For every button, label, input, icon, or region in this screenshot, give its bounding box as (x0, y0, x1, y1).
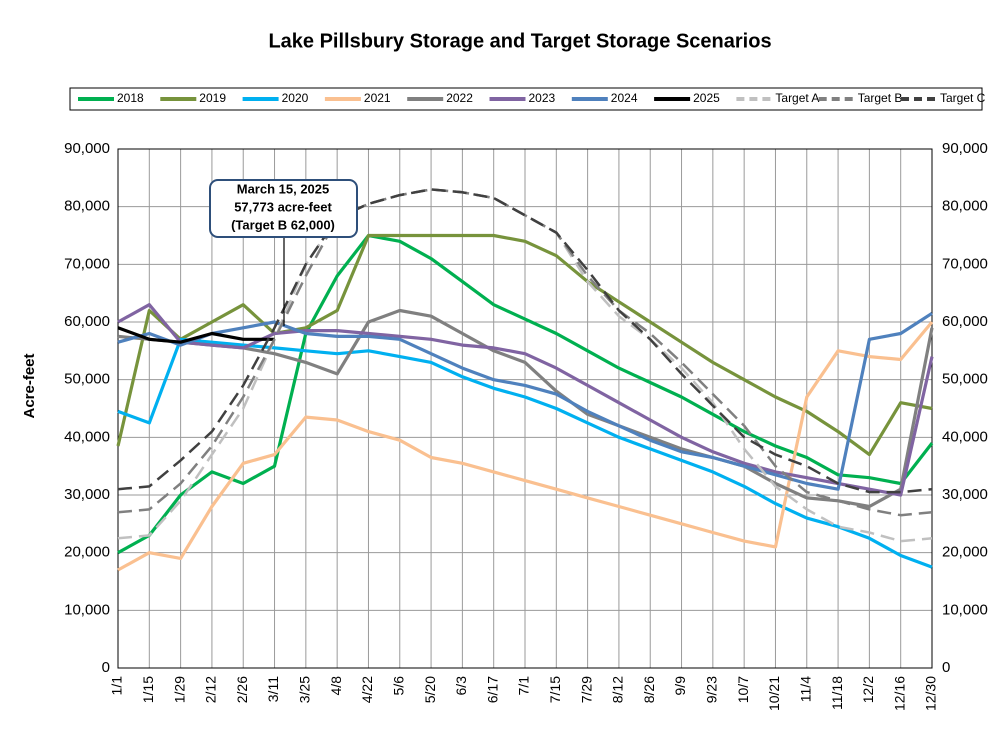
x-tick-label: 10/21 (766, 676, 782, 711)
plot: 0 0 10,000 10,000 20,000 20,000 30,000 30,000 40… (64, 140, 988, 711)
x-tick-label: 1/15 (140, 676, 156, 703)
x-tick-label: 2/26 (234, 676, 250, 703)
x-tick-label: 5/6 (390, 676, 406, 696)
legend-label: 2021 (364, 91, 391, 105)
x-tick-label: 10/7 (735, 676, 751, 703)
y2-tick-label: 0 (942, 659, 950, 676)
legend-label: 2024 (611, 91, 638, 105)
annotation-box (209, 179, 358, 238)
x-tick-label: 12/2 (860, 676, 876, 703)
x-tick-label: 7/1 (516, 676, 532, 696)
y-tick-label: 50,000 (64, 371, 110, 388)
y-tick-label: 90,000 (64, 140, 110, 157)
y-tick-label: 40,000 (64, 428, 110, 445)
series-line (117, 326, 275, 344)
x-tick-label: 4/8 (328, 676, 344, 696)
series-line (117, 188, 933, 517)
series-line (116, 233, 933, 457)
y2-tick-label: 90,000 (942, 140, 988, 157)
y2-tick-label: 50,000 (942, 371, 988, 388)
y2-tick-label: 20,000 (942, 544, 988, 561)
x-tick-label: 5/20 (422, 676, 438, 703)
legend-label: 2023 (529, 91, 556, 105)
y-tick-label: 80,000 (64, 198, 110, 215)
y-tick-label: 30,000 (64, 486, 110, 503)
x-tick-label: 6/3 (453, 676, 469, 696)
x-tick-label: 9/9 (672, 676, 688, 696)
x-tick-label: 7/29 (578, 676, 594, 703)
y-tick-label: 10,000 (64, 601, 110, 618)
y-tick-label: 60,000 (64, 313, 110, 330)
y2-tick-label: 40,000 (942, 428, 988, 445)
x-tick-label: 1/29 (171, 676, 187, 703)
series-line (117, 303, 934, 497)
x-tick-label: 3/11 (265, 676, 281, 702)
y2-tick-label: 80,000 (942, 198, 988, 215)
x-tick-label: 11/18 (829, 676, 845, 710)
y-tick-label: 70,000 (64, 255, 110, 272)
x-tick-label: 7/15 (547, 676, 563, 703)
legend-label: 2020 (282, 91, 309, 105)
x-tick-label: 4/22 (359, 676, 375, 703)
annotation-text: (Target B 62,000) (231, 217, 335, 232)
legend-label: 2018 (117, 91, 144, 105)
x-tick-label: 8/26 (641, 676, 657, 703)
x-tick-label: 2/12 (203, 676, 219, 703)
legend-label: Target C (940, 91, 986, 105)
y-tick-label: 0 (102, 659, 110, 676)
x-tick-label: 1/1 (109, 676, 125, 696)
series-line (117, 188, 933, 494)
legend-label: Target B (858, 91, 903, 105)
annotation: March 15, 2025 57,773 acre-feet (Target … (209, 179, 358, 326)
x-tick-label: 3/25 (297, 676, 313, 703)
series-line (117, 337, 933, 569)
x-tick-label: 9/23 (704, 676, 720, 703)
y2-tick-label: 60,000 (942, 313, 988, 330)
x-tick-label: 11/4 (797, 676, 813, 702)
series-line (117, 311, 933, 491)
series-line (117, 308, 934, 509)
legend-box (69, 87, 983, 111)
x-tick-label: 6/17 (484, 676, 500, 703)
annotation-text: 57,773 acre-feet (234, 199, 332, 214)
y-tick-label: 20,000 (64, 544, 110, 561)
x-tick-label: 12/30 (923, 676, 939, 711)
annotation-text: March 15, 2025 (237, 181, 330, 196)
legend-label: Target A (775, 91, 819, 105)
y2-tick-label: 30,000 (942, 486, 988, 503)
y2-tick-label: 70,000 (942, 255, 988, 272)
x-tick-label: 12/16 (891, 676, 907, 711)
x-tick-label: 8/12 (610, 676, 626, 703)
y2-tick-label: 10,000 (942, 601, 988, 618)
series-line (117, 320, 934, 572)
chart-title: Lake Pillsbury Storage and Target Storag… (268, 30, 771, 52)
legend-label: 2025 (693, 91, 720, 105)
legend-label: 2019 (199, 91, 226, 105)
y-axis-label: Acre-feet (21, 353, 38, 418)
legend-label: 2022 (446, 91, 473, 105)
